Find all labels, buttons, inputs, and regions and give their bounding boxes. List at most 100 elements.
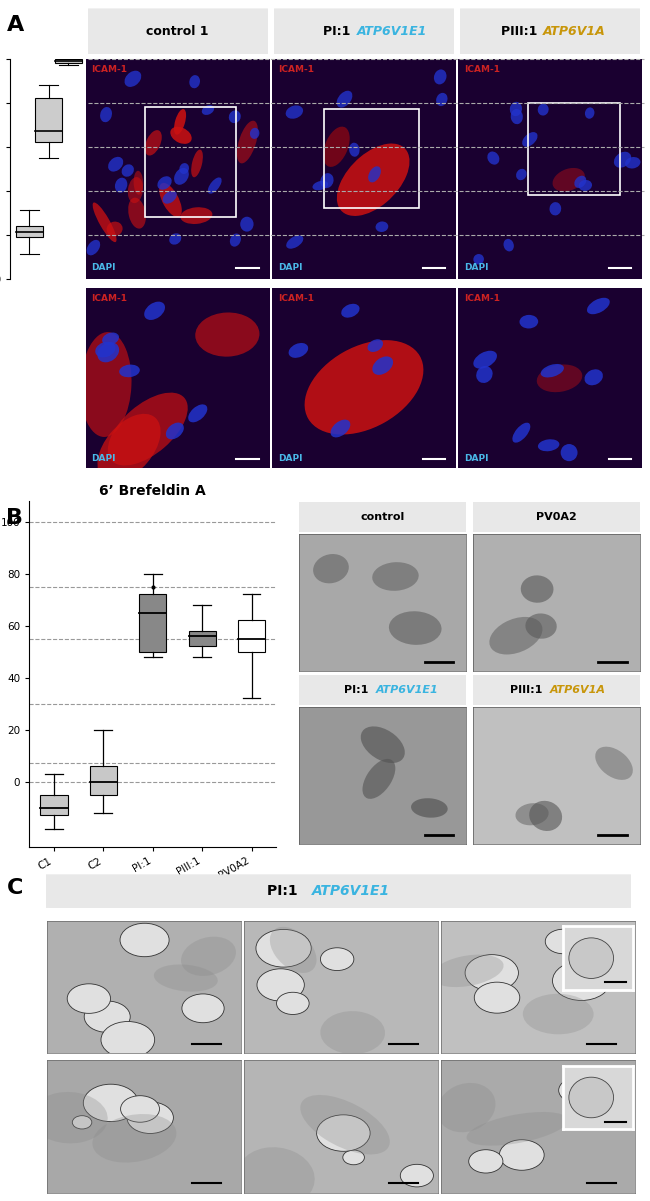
Ellipse shape bbox=[320, 173, 333, 189]
Ellipse shape bbox=[411, 799, 448, 818]
Ellipse shape bbox=[313, 181, 328, 190]
Bar bbox=[16, 226, 43, 237]
Ellipse shape bbox=[189, 76, 200, 88]
Text: A: A bbox=[6, 16, 24, 35]
Ellipse shape bbox=[538, 103, 549, 115]
Circle shape bbox=[569, 938, 614, 979]
Text: ICAM-1: ICAM-1 bbox=[464, 65, 500, 74]
Circle shape bbox=[83, 1085, 138, 1122]
Ellipse shape bbox=[98, 342, 119, 363]
Ellipse shape bbox=[100, 107, 112, 123]
Ellipse shape bbox=[515, 803, 549, 825]
Text: ATP6V1E1: ATP6V1E1 bbox=[376, 685, 439, 695]
Ellipse shape bbox=[134, 171, 143, 195]
Ellipse shape bbox=[202, 104, 214, 115]
Text: PV0A2: PV0A2 bbox=[536, 512, 577, 522]
Circle shape bbox=[67, 984, 111, 1014]
Ellipse shape bbox=[86, 240, 100, 256]
Ellipse shape bbox=[525, 614, 557, 639]
Ellipse shape bbox=[389, 611, 441, 645]
Ellipse shape bbox=[237, 120, 258, 163]
Ellipse shape bbox=[585, 107, 595, 119]
Ellipse shape bbox=[519, 315, 538, 329]
Text: ATP6V1A: ATP6V1A bbox=[543, 25, 606, 37]
Circle shape bbox=[317, 1115, 370, 1152]
Text: DAPI: DAPI bbox=[278, 454, 302, 462]
Ellipse shape bbox=[516, 169, 526, 180]
Ellipse shape bbox=[179, 163, 189, 174]
Ellipse shape bbox=[300, 1095, 390, 1154]
Ellipse shape bbox=[98, 414, 161, 482]
Ellipse shape bbox=[363, 759, 395, 799]
Text: ATP6V1E1: ATP6V1E1 bbox=[357, 25, 427, 37]
Ellipse shape bbox=[250, 127, 259, 139]
Ellipse shape bbox=[341, 304, 359, 317]
Text: control 1: control 1 bbox=[146, 25, 209, 37]
Ellipse shape bbox=[96, 342, 116, 358]
Ellipse shape bbox=[522, 132, 538, 147]
Ellipse shape bbox=[476, 366, 493, 383]
Ellipse shape bbox=[541, 364, 564, 377]
Circle shape bbox=[469, 1149, 503, 1173]
Ellipse shape bbox=[331, 419, 350, 437]
Ellipse shape bbox=[230, 233, 241, 246]
Bar bbox=[90, 766, 117, 795]
Text: B: B bbox=[6, 508, 23, 527]
Ellipse shape bbox=[305, 340, 423, 435]
Ellipse shape bbox=[188, 405, 207, 423]
Ellipse shape bbox=[286, 235, 304, 249]
Circle shape bbox=[559, 1077, 595, 1103]
Ellipse shape bbox=[289, 343, 308, 358]
Ellipse shape bbox=[320, 1011, 385, 1054]
Bar bbox=[40, 795, 68, 815]
Ellipse shape bbox=[561, 444, 578, 461]
FancyBboxPatch shape bbox=[291, 675, 474, 705]
Ellipse shape bbox=[625, 157, 640, 168]
Ellipse shape bbox=[584, 369, 603, 386]
Text: ICAM-1: ICAM-1 bbox=[91, 293, 127, 303]
Ellipse shape bbox=[512, 423, 530, 443]
Ellipse shape bbox=[108, 157, 124, 172]
Ellipse shape bbox=[361, 727, 405, 763]
Ellipse shape bbox=[521, 575, 554, 603]
Bar bbox=[238, 621, 265, 652]
Text: DAPI: DAPI bbox=[91, 263, 116, 273]
Text: control: control bbox=[361, 512, 405, 522]
Ellipse shape bbox=[157, 177, 172, 190]
FancyBboxPatch shape bbox=[20, 874, 650, 908]
Ellipse shape bbox=[122, 165, 134, 177]
Ellipse shape bbox=[467, 1112, 568, 1146]
Ellipse shape bbox=[170, 127, 192, 144]
Ellipse shape bbox=[538, 440, 560, 452]
Circle shape bbox=[465, 955, 519, 991]
Circle shape bbox=[474, 982, 520, 1014]
Ellipse shape bbox=[511, 109, 523, 124]
Bar bbox=[139, 594, 166, 652]
Ellipse shape bbox=[208, 178, 222, 193]
Ellipse shape bbox=[614, 151, 631, 168]
Ellipse shape bbox=[523, 993, 593, 1034]
Text: ICAM-1: ICAM-1 bbox=[464, 293, 500, 303]
Circle shape bbox=[343, 1151, 365, 1165]
Ellipse shape bbox=[195, 312, 259, 357]
Title: 6’ Brefeldin A: 6’ Brefeldin A bbox=[99, 484, 206, 498]
Ellipse shape bbox=[180, 208, 213, 225]
Text: ICAM-1: ICAM-1 bbox=[278, 65, 314, 74]
Circle shape bbox=[256, 930, 311, 967]
Ellipse shape bbox=[376, 221, 388, 232]
Ellipse shape bbox=[436, 92, 447, 106]
Ellipse shape bbox=[323, 126, 350, 167]
FancyBboxPatch shape bbox=[465, 675, 649, 705]
Ellipse shape bbox=[81, 333, 131, 437]
Circle shape bbox=[72, 1116, 92, 1129]
Ellipse shape bbox=[578, 180, 592, 191]
Ellipse shape bbox=[174, 168, 189, 185]
Ellipse shape bbox=[162, 191, 177, 204]
Ellipse shape bbox=[552, 168, 585, 191]
Ellipse shape bbox=[367, 339, 383, 352]
Ellipse shape bbox=[529, 801, 562, 831]
Ellipse shape bbox=[237, 1147, 315, 1201]
Ellipse shape bbox=[488, 151, 499, 165]
Ellipse shape bbox=[93, 203, 116, 243]
Text: DAPI: DAPI bbox=[91, 454, 116, 462]
